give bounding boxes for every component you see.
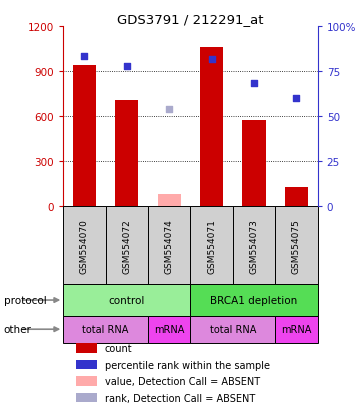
Text: GSM554075: GSM554075 [292, 218, 301, 273]
Bar [76, 360, 97, 369]
Point [251, 81, 257, 87]
Text: percentile rank within the sample: percentile rank within the sample [105, 360, 270, 370]
Text: total RNA: total RNA [82, 325, 129, 335]
Point [124, 64, 130, 71]
Bar [76, 393, 97, 402]
Text: total RNA: total RNA [210, 325, 256, 335]
Bar [63, 316, 148, 343]
Bar [115, 100, 139, 207]
Text: control: control [109, 295, 145, 305]
Bar [191, 316, 275, 343]
Text: mRNA: mRNA [154, 325, 184, 335]
Bar [105, 207, 148, 285]
Text: GSM554074: GSM554074 [165, 218, 174, 273]
Bar [63, 285, 191, 316]
Text: GSM554072: GSM554072 [122, 218, 131, 273]
Text: GSM554070: GSM554070 [80, 218, 89, 273]
Point [293, 95, 299, 102]
Bar [242, 121, 266, 207]
Bar [73, 66, 96, 207]
Text: value, Detection Call = ABSENT: value, Detection Call = ABSENT [105, 376, 260, 386]
Point [166, 106, 172, 113]
Bar [157, 195, 181, 207]
Title: GDS3791 / 212291_at: GDS3791 / 212291_at [117, 13, 264, 26]
Bar [200, 48, 223, 207]
Bar [233, 207, 275, 285]
Point [209, 57, 214, 63]
Bar [63, 207, 105, 285]
Point [82, 54, 87, 60]
Text: mRNA: mRNA [281, 325, 312, 335]
Bar [148, 316, 191, 343]
Text: rank, Detection Call = ABSENT: rank, Detection Call = ABSENT [105, 393, 255, 403]
Text: count: count [105, 343, 132, 353]
Bar [285, 187, 308, 207]
Bar [275, 207, 318, 285]
Bar [76, 377, 97, 386]
Bar [76, 344, 97, 353]
Text: protocol: protocol [4, 295, 46, 305]
Text: BRCA1 depletion: BRCA1 depletion [210, 295, 298, 305]
Bar [191, 285, 318, 316]
Bar [148, 207, 191, 285]
Bar [191, 207, 233, 285]
Text: GSM554073: GSM554073 [249, 218, 258, 273]
Text: other: other [4, 325, 31, 335]
Text: GSM554071: GSM554071 [207, 218, 216, 273]
Bar [275, 316, 318, 343]
